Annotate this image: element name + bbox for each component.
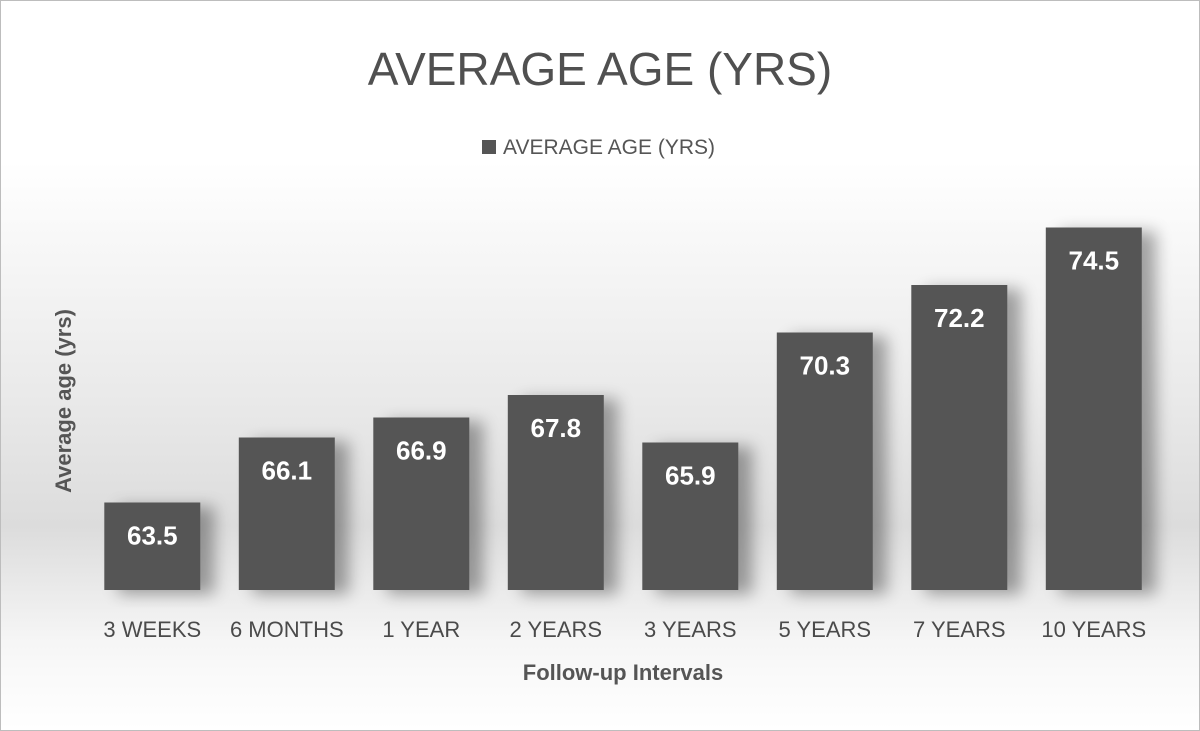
bar-7 <box>1045 227 1142 590</box>
legend: AVERAGE AGE (YRS) <box>482 136 715 159</box>
x-tick-label-3: 2 YEARS <box>510 617 603 642</box>
bar-1 <box>238 437 335 590</box>
data-label-0: 63.5 <box>127 521 178 551</box>
chart-title: AVERAGE AGE (YRS) <box>368 43 832 95</box>
legend-swatch <box>482 140 496 154</box>
x-tick-label-6: 7 YEARS <box>913 617 1006 642</box>
data-label-3: 67.8 <box>530 413 581 443</box>
x-axis-title: Follow-up Intervals <box>523 660 723 685</box>
data-label-2: 66.9 <box>396 436 447 466</box>
bar-4 <box>642 442 739 590</box>
data-label-5: 70.3 <box>799 351 850 381</box>
data-label-4: 65.9 <box>665 461 716 491</box>
x-tick-label-4: 3 YEARS <box>644 617 737 642</box>
bars-group: 63.5 66.1 66.9 67.8 65.9 70.3 72.2 74.5 <box>104 227 1142 590</box>
legend-label: AVERAGE AGE (YRS) <box>503 136 715 159</box>
data-label-6: 72.2 <box>934 303 985 333</box>
y-axis-title: Average age (yrs) <box>51 309 76 493</box>
x-tick-label-7: 10 YEARS <box>1041 617 1146 642</box>
x-tick-labels: 3 WEEKS 6 MONTHS 1 YEAR 2 YEARS 3 YEARS 5 YEA… <box>103 617 1146 642</box>
x-tick-label-0: 3 WEEKS <box>103 617 201 642</box>
bar-0 <box>104 502 201 590</box>
data-label-1: 66.1 <box>261 456 312 486</box>
bar-3 <box>507 395 604 590</box>
data-label-7: 74.5 <box>1068 246 1119 276</box>
bar-2 <box>373 417 470 590</box>
bar-5 <box>776 332 873 590</box>
x-tick-label-1: 6 MONTHS <box>230 617 344 642</box>
x-tick-label-5: 5 YEARS <box>779 617 872 642</box>
x-tick-label-2: 1 YEAR <box>382 617 460 642</box>
bar-6 <box>911 285 1008 590</box>
